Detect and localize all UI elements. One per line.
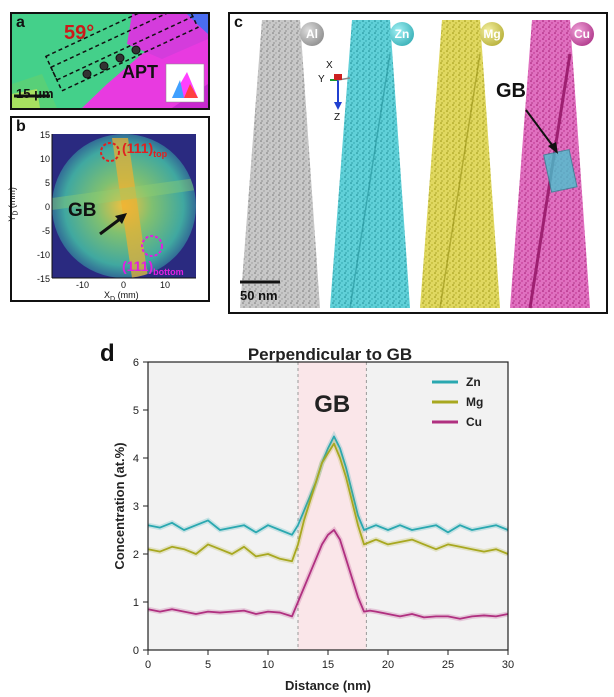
panel-c-gb-label: GB <box>496 80 526 102</box>
panel-a-ebsd-map <box>12 14 208 108</box>
panel-b-ylabel: YD (mm) <box>6 187 20 222</box>
panel-d-label: d <box>100 340 115 367</box>
element-badge-cu: Cu <box>570 22 594 46</box>
element-badge-al: Al <box>300 22 324 46</box>
chart-title: Perpendicular to GB <box>248 345 412 364</box>
y-tick-label: 5 <box>133 405 139 417</box>
y-tick-label: 2 <box>133 549 139 561</box>
element-badge-zn-label: Zn <box>394 27 410 41</box>
legend: Zn Mg Cu <box>432 375 483 429</box>
axis-z-label: Z <box>334 112 341 123</box>
x-tick-label: 5 <box>205 659 211 671</box>
panel-b-ytick: -5 <box>41 226 50 236</box>
panel-c: c Al Zn Mg Cu GB 50 nm X Y Z <box>228 12 608 314</box>
x-tick-label: 20 <box>382 659 394 671</box>
series-line-mg <box>147 442 509 563</box>
x-tick-label: 25 <box>442 659 454 671</box>
y-tick-label: 0 <box>133 645 139 657</box>
panel-c-apt-reconstructions <box>240 20 590 309</box>
panel-b-top-plane: (111)top <box>122 140 168 159</box>
element-badge-zn: Zn <box>390 22 414 46</box>
legend-label-zn: Zn <box>466 375 481 389</box>
element-badge-mg: Mg <box>480 22 504 46</box>
element-badge-cu-label: Cu <box>574 27 590 41</box>
panel-b-ytick: 0 <box>44 202 50 212</box>
series-line-zn <box>147 435 509 536</box>
y-tick-label: 1 <box>133 597 139 609</box>
panel-b-xtick: -10 <box>76 280 90 290</box>
panel-b-bottom-plane: (111)bottom <box>122 258 184 277</box>
panel-b-ytick: 10 <box>39 154 50 164</box>
y-tick-label: 4 <box>133 453 139 465</box>
element-badge-al-label: Al <box>306 27 318 41</box>
gb-region-label: GB <box>314 391 350 418</box>
panel-a-label: a <box>16 14 25 31</box>
panel-a-angle: 59° <box>64 22 95 44</box>
panel-b-ytick: -15 <box>36 274 50 284</box>
panel-b-gb-label: GB <box>68 200 97 221</box>
panel-b-xtick: 0 <box>121 280 127 290</box>
panel-b-ytick: 15 <box>39 130 50 140</box>
concentration-profile-chart: Perpendicular to GB GB 0 5 10 15 20 25 30 0 1 2 3… <box>112 345 514 693</box>
x-tick-label: 10 <box>262 659 274 671</box>
legend-label-mg: Mg <box>466 395 483 409</box>
legend-label-cu: Cu <box>466 415 482 429</box>
x-tick-label: 15 <box>322 659 334 671</box>
x-tick-label: 30 <box>502 659 514 671</box>
panel-b: b GB (111)top (111)bottom 15 10 <box>6 116 210 303</box>
panel-a-scale-bar: 15 μm <box>16 86 54 101</box>
series-line-cu <box>147 529 509 620</box>
y-tick-label: 6 <box>133 357 139 369</box>
x-ticks: 0 5 10 15 20 25 30 <box>145 650 514 671</box>
panel-b-ytick: 5 <box>44 178 50 188</box>
x-axis-label: Distance (nm) <box>285 678 371 693</box>
panel-c-scale-bar-label: 50 nm <box>240 288 278 303</box>
y-axis-label: Concentration (at.%) <box>112 442 127 569</box>
y-ticks: 0 1 2 3 4 5 6 <box>133 357 148 657</box>
panel-a: a 59° APT 15 μm <box>10 12 210 110</box>
y-tick-label: 3 <box>133 501 139 513</box>
x-tick-label: 0 <box>145 659 151 671</box>
panel-b-label: b <box>16 118 26 135</box>
panel-b-xtick: 10 <box>160 280 171 290</box>
panel-b-kikuchi-pattern <box>51 134 196 279</box>
axis-y-label: Y <box>318 74 325 85</box>
panel-b-xlabel: XD (mm) <box>104 290 139 303</box>
element-badge-mg-label: Mg <box>483 27 501 41</box>
panel-a-apt-label: APT <box>122 62 158 82</box>
panel-b-ytick: -10 <box>36 250 50 260</box>
series-layer <box>147 430 509 622</box>
panel-c-label: c <box>234 14 243 31</box>
axis-x-label: X <box>326 60 333 71</box>
